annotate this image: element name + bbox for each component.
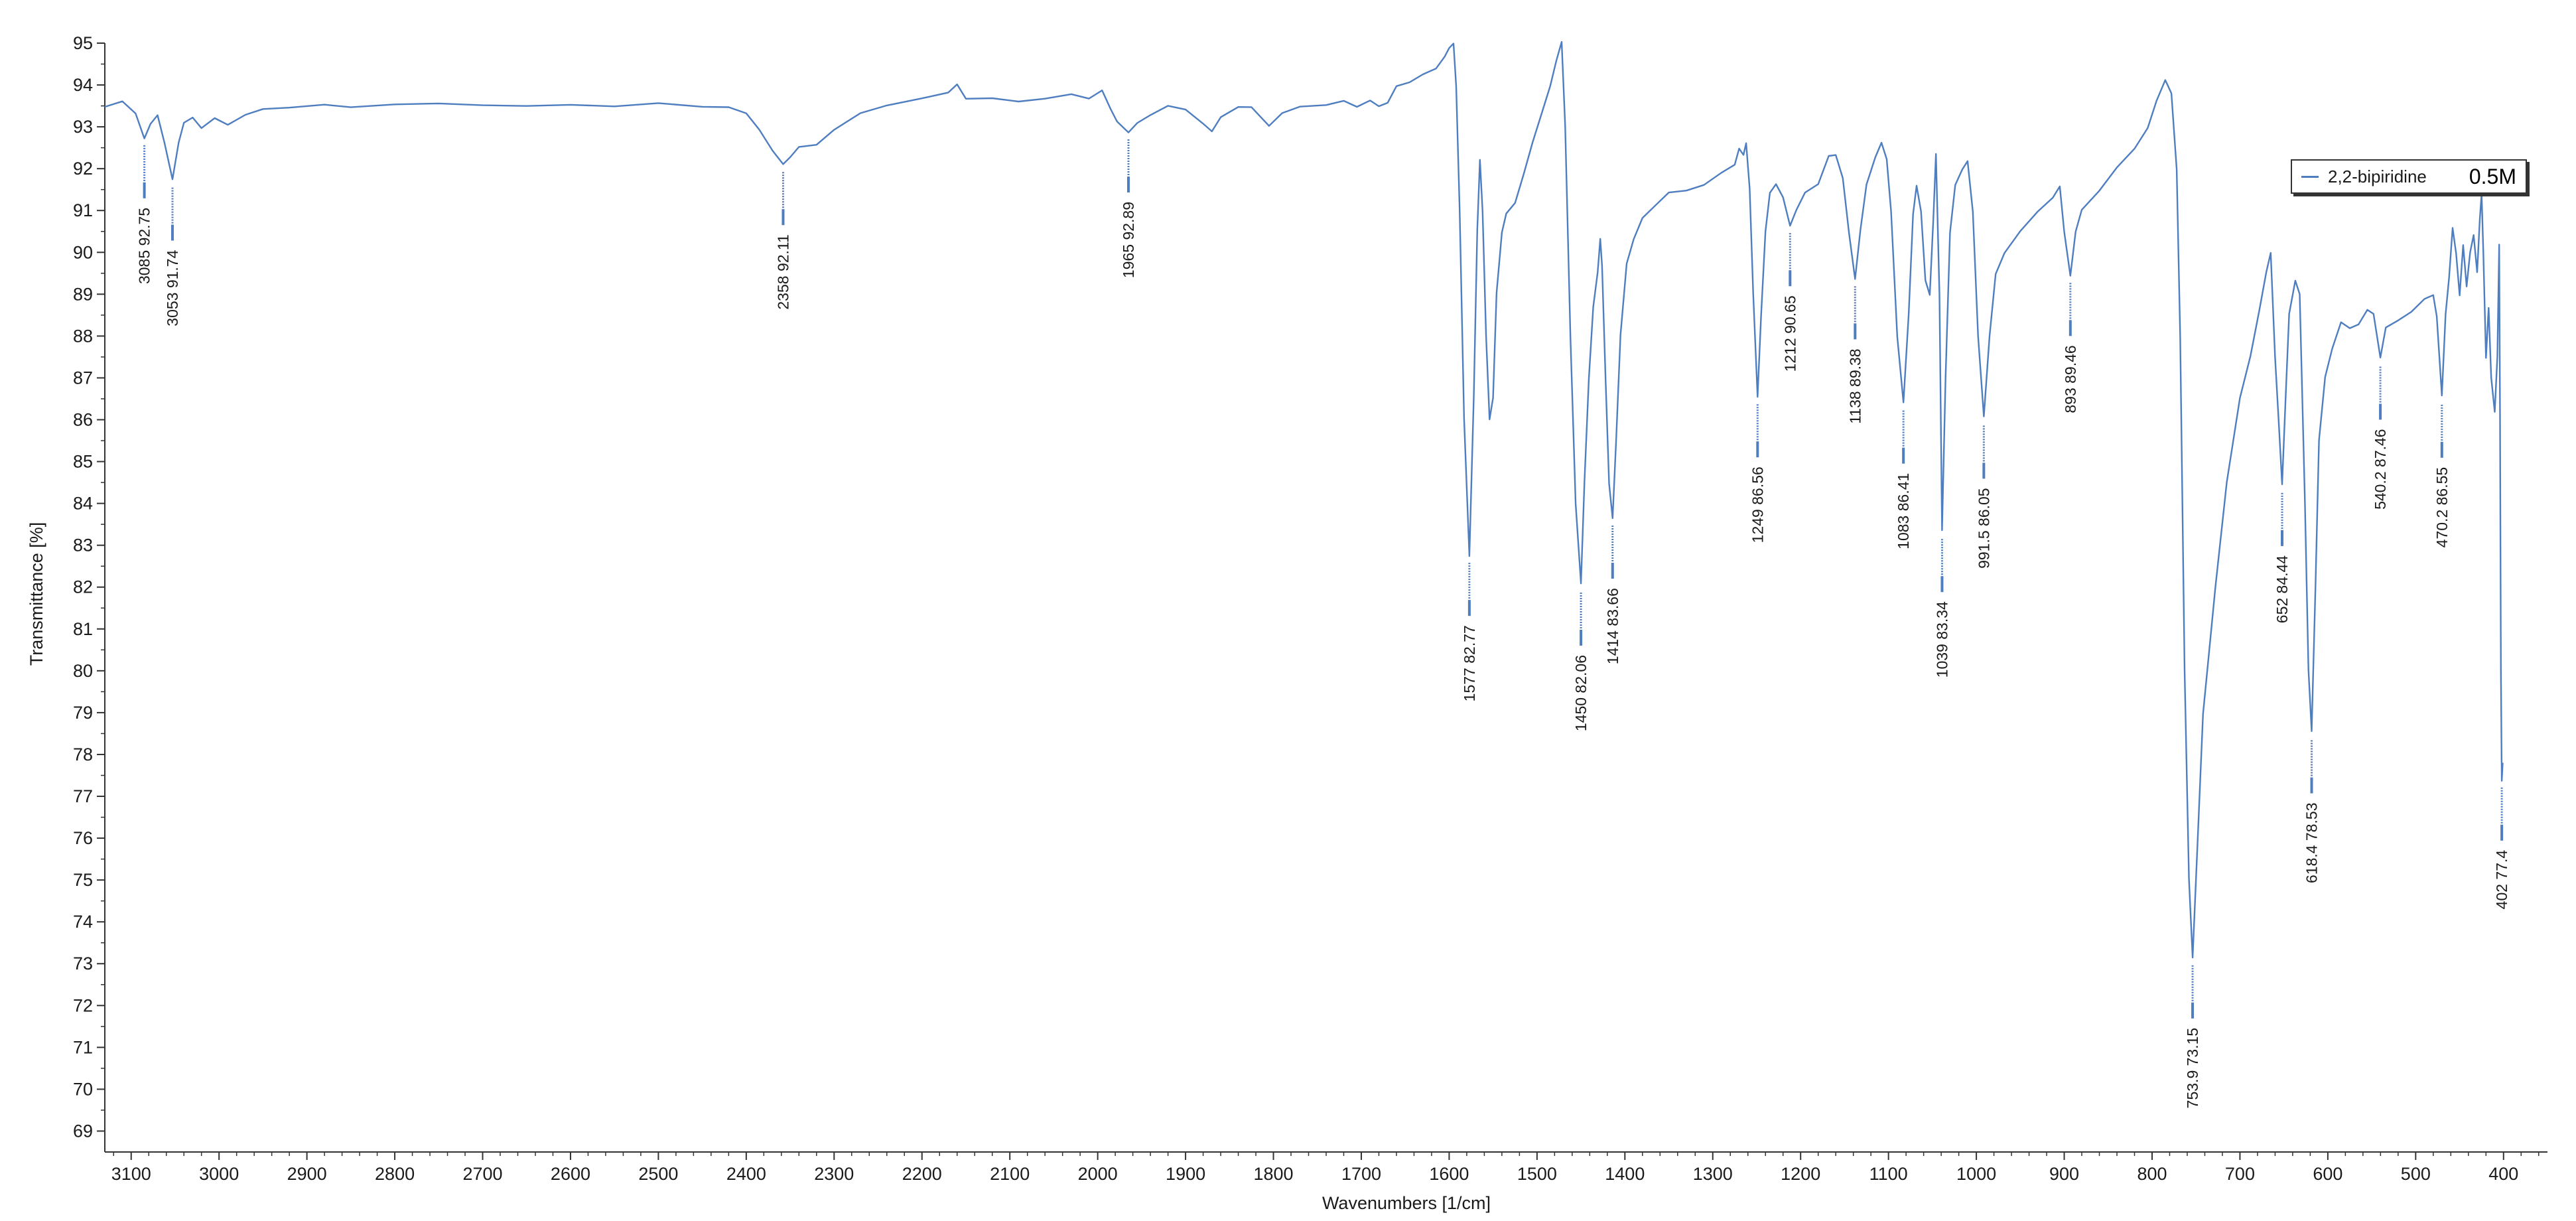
y-axis-title: Transmittance [%] [27,522,46,666]
peak-label: 3085 92.75 [136,208,153,284]
y-tick-label: 79 [73,703,93,723]
y-tick-label: 71 [73,1037,93,1057]
peak-label: 1577 82.77 [1461,625,1478,701]
y-tick-label: 73 [73,954,93,973]
y-tick-label: 74 [73,912,93,932]
y-tick-label: 89 [73,284,93,304]
x-tick-label: 2700 [462,1164,502,1184]
y-tick-label: 91 [73,200,93,220]
x-tick-label: 2600 [551,1164,590,1184]
y-tick-label: 85 [73,452,93,472]
peak-label: 1083 86.41 [1895,473,1912,549]
y-tick-label: 70 [73,1079,93,1099]
legend: 2,2-bipiridine 0.5M [2291,159,2527,194]
x-tick-label: 1800 [1253,1164,1293,1184]
y-tick-label: 75 [73,870,93,890]
y-tick-label: 83 [73,536,93,555]
peak-label: 1039 83.34 [1933,601,1950,678]
y-tick-label: 72 [73,995,93,1015]
x-tick-label: 2400 [726,1164,766,1184]
x-tick-label: 1200 [1781,1164,1820,1184]
peak-label: 2358 92.11 [775,234,792,309]
y-tick-label: 84 [73,494,93,514]
x-tick-label: 1400 [1605,1164,1645,1184]
x-tick-label: 3100 [111,1164,151,1184]
y-tick-label: 94 [73,75,93,95]
y-tick-label: 69 [73,1121,93,1141]
y-tick-label: 87 [73,368,93,388]
axes-group: 95 94 93 92 91 90 89 88 87 86 85 84 83 82 81 80 79 78 77 76… [73,33,2547,1184]
y-tick-label: 81 [73,619,93,639]
peak-label: 753.9 73.15 [2184,1028,2201,1109]
y-tick-label: 78 [73,745,93,764]
legend-concentration-note: 0.5M [2469,164,2516,188]
x-tick-label: 2100 [990,1164,1030,1184]
x-tick-label: 1300 [1693,1164,1733,1184]
x-tick-label: 500 [2401,1164,2431,1184]
x-tick-label: 1700 [1341,1164,1381,1184]
x-tick-label: 1600 [1429,1164,1469,1184]
x-tick-label: 1500 [1517,1164,1557,1184]
peak-label: 1138 89.38 [1846,348,1864,423]
legend-swatch [2301,175,2319,178]
x-tick-label: 2300 [814,1164,854,1184]
peak-annotations-group: 3085 92.75 3053 91.74 2358 92.11 1965 92.89… [136,139,2510,1109]
peak-label: 652 84.44 [2273,555,2291,624]
y-tick-label: 88 [73,326,93,346]
x-tick-label: 2200 [902,1164,942,1184]
x-tick-label: 2500 [638,1164,678,1184]
peak-label: 991.5 86.05 [1975,488,1992,569]
peak-label: 1965 92.89 [1120,202,1137,278]
y-tick-label: 82 [73,577,93,597]
y-tick-label: 86 [73,410,93,430]
x-tick-label: 1100 [1869,1164,1908,1184]
legend-series-label: 2,2-bipiridine [2328,166,2427,186]
y-tick-label: 76 [73,828,93,848]
x-tick-label: 400 [2488,1164,2518,1184]
x-tick-label: 700 [2225,1164,2255,1184]
x-tick-label: 600 [2313,1164,2342,1184]
peak-label: 1450 82.06 [1572,655,1590,731]
x-tick-label: 2000 [1078,1164,1118,1184]
peak-label: 1212 90.65 [1781,295,1798,372]
y-tick-label: 93 [73,117,93,137]
spectrum-line [104,40,2504,959]
peak-label: 540.2 87.46 [2372,429,2389,510]
x-tick-label: 1000 [1956,1164,1996,1184]
y-tick-label: 77 [73,786,93,806]
x-axis-title: Wavenumbers [1/cm] [1322,1193,1491,1213]
x-tick-label: 2800 [375,1164,415,1184]
y-tick-label: 80 [73,661,93,681]
peak-label: 1249 86.56 [1749,467,1766,543]
x-tick-label: 900 [2049,1164,2079,1184]
y-tick-label: 90 [73,242,93,262]
peak-label: 618.4 78.53 [2303,803,2321,884]
x-tick-label: 1900 [1166,1164,1205,1184]
peak-label: 3053 91.74 [164,250,181,326]
series-group [104,40,2504,959]
peak-label: 402 77.4 [2493,850,2510,910]
peak-label: 470.2 86.55 [2433,467,2451,548]
peak-label: 893 89.46 [2062,345,2079,413]
x-tick-label: 800 [2137,1164,2167,1184]
x-tick-label: 3000 [199,1164,239,1184]
y-tick-label: 95 [73,33,93,53]
x-tick-label: 2900 [287,1164,327,1184]
y-tick-label: 92 [73,159,93,179]
peak-label: 1414 83.66 [1604,588,1621,664]
